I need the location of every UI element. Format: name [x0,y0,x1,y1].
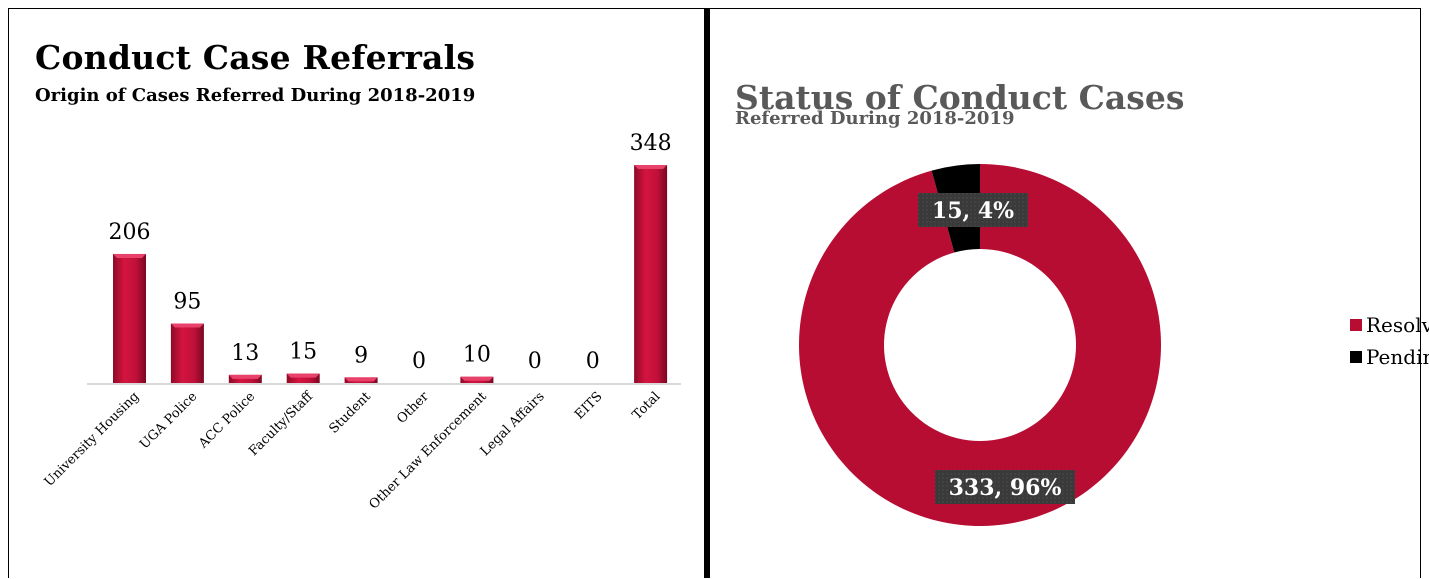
chart-title: Status of Conduct Cases [735,78,1185,117]
chart-legend: Resolved Pending [1350,309,1429,373]
x-tick-label: EITS [572,389,605,422]
panel-divider [705,8,709,578]
bar-top-bevel [113,253,146,258]
donut-chart: 333, 96% 15, 4% [799,164,1161,527]
data-label: 333, 96% [949,475,1062,501]
legend-label: Resolved [1366,313,1429,337]
bar [170,323,204,383]
data-label-box [918,193,1028,227]
data-label: 15 [289,340,317,365]
chart-subtitle: Referred During 2018-2019 [735,108,1015,129]
legend-item-resolved: Resolved [1350,309,1429,341]
x-tick-label: Student [326,389,374,437]
data-label: 15, 4% [932,198,1014,224]
bar [113,253,146,383]
data-label: 206 [109,220,151,245]
legend-item-pending: Pending [1350,341,1429,373]
x-tick-label: Other Law Enforcement [367,389,491,513]
data-label: 10 [463,343,491,368]
chart-title: Conduct Case Referrals [35,38,476,77]
left-panel: Conduct Case Referrals Origin of Cases R… [8,8,705,578]
x-tick-label: UGA Police [137,389,200,452]
bar-chart: 206 University Housing 95 UGA Police 13 ACC P… [42,131,681,513]
bar [228,374,262,383]
bar [286,373,320,383]
bar-top-bevel [634,165,668,169]
bar-top-bevel [228,374,262,379]
data-label: 0 [412,349,426,374]
data-label: 13 [231,341,259,366]
bar [634,165,668,383]
x-tick-label: ACC Police [195,389,258,452]
resolved-swatch-icon [1350,319,1362,331]
chart-subtitle: Origin of Cases Referred During 2018-201… [35,85,476,106]
data-label: 0 [586,349,600,374]
x-tick-label: Other [394,389,432,427]
x-tick-label: Total [630,389,664,423]
data-label-box [935,470,1075,504]
data-label: 0 [528,349,542,374]
data-label: 348 [630,131,672,156]
pending-swatch-icon [1350,351,1362,363]
data-label: 95 [173,289,201,314]
data-label: 9 [354,343,368,368]
bar-top-bevel [344,377,378,382]
bar-top-bevel [460,376,494,381]
bar-top-bevel [170,323,204,328]
bar-top-bevel [286,373,320,378]
x-tick-label: University Housing [42,389,143,490]
donut-slice [799,164,1161,527]
right-panel: Status of Conduct Cases Referred During … [709,8,1429,578]
legend-label: Pending [1366,345,1429,369]
